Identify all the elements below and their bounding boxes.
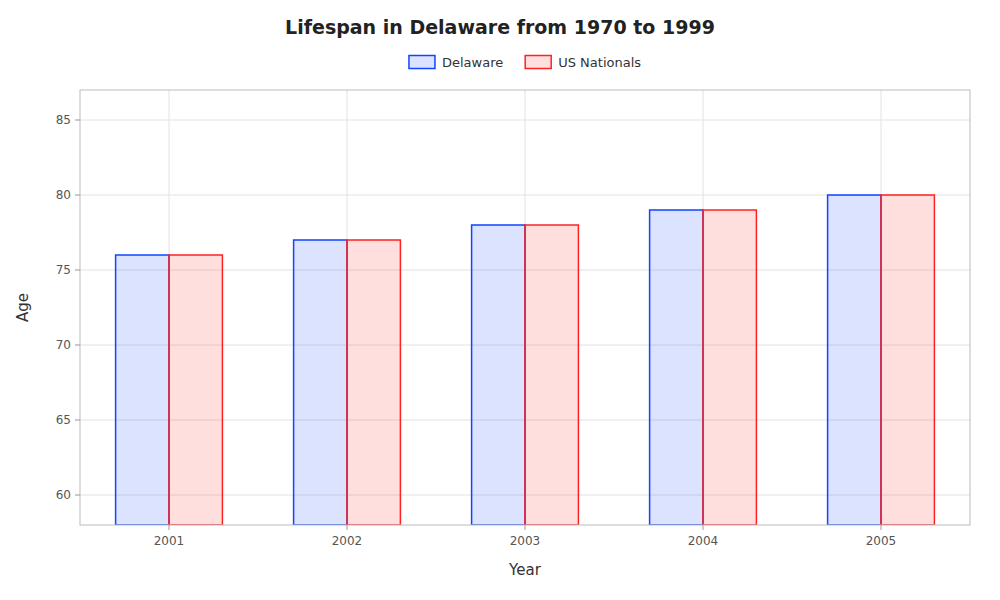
x-tick <box>347 525 348 530</box>
legend-label: Delaware <box>442 55 503 70</box>
grid <box>80 90 970 525</box>
x-tick <box>169 525 170 530</box>
y-tick <box>75 270 80 271</box>
bar <box>650 210 703 525</box>
x-tick <box>881 525 882 530</box>
y-tick-label: 85 <box>56 113 71 127</box>
x-tick <box>703 525 704 530</box>
bar <box>881 195 934 525</box>
title: Lifespan in Delaware from 1970 to 1999 <box>285 16 715 38</box>
x-axis: 2001 2002 2003 2004 2005 <box>154 525 897 548</box>
bar <box>347 240 400 525</box>
series <box>169 195 934 525</box>
y-axis-label: Age <box>14 293 32 322</box>
bar <box>472 225 525 525</box>
bars <box>116 195 935 525</box>
plot-frame <box>80 90 970 525</box>
y-axis: 60 65 70 75 80 85 <box>56 113 80 502</box>
x-tick <box>525 525 526 530</box>
y-tick <box>75 345 80 346</box>
y-tick <box>75 495 80 496</box>
y-tick-label: 80 <box>56 188 71 202</box>
x-tick-label: 2004 <box>688 534 719 548</box>
legend-label: US Nationals <box>558 55 641 70</box>
bar <box>294 240 347 525</box>
bar <box>116 255 169 525</box>
series <box>116 195 881 525</box>
y-tick <box>75 195 80 196</box>
x-tick-label: 2001 <box>154 534 185 548</box>
y-tick-label: 70 <box>56 338 71 352</box>
y-tick-label: 75 <box>56 263 71 277</box>
legend: Delaware US Nationals <box>409 55 641 70</box>
legend-item: Delaware <box>409 55 503 70</box>
y-tick-label: 65 <box>56 413 71 427</box>
y-tick-label: 60 <box>56 488 71 502</box>
bar <box>703 210 756 525</box>
legend-item: US Nationals <box>525 55 641 70</box>
y-tick <box>75 120 80 121</box>
y-tick <box>75 420 80 421</box>
legend-swatch <box>409 56 435 69</box>
bar <box>525 225 578 525</box>
x-tick-label: 2003 <box>510 534 541 548</box>
x-axis-label: Year <box>508 561 542 579</box>
legend-swatch <box>525 56 551 69</box>
bar <box>169 255 222 525</box>
chart: Lifespan in Delaware from 1970 to 1999 60… <box>0 0 1000 600</box>
bar <box>828 195 881 525</box>
x-tick-label: 2005 <box>866 534 897 548</box>
x-tick-label: 2002 <box>332 534 363 548</box>
